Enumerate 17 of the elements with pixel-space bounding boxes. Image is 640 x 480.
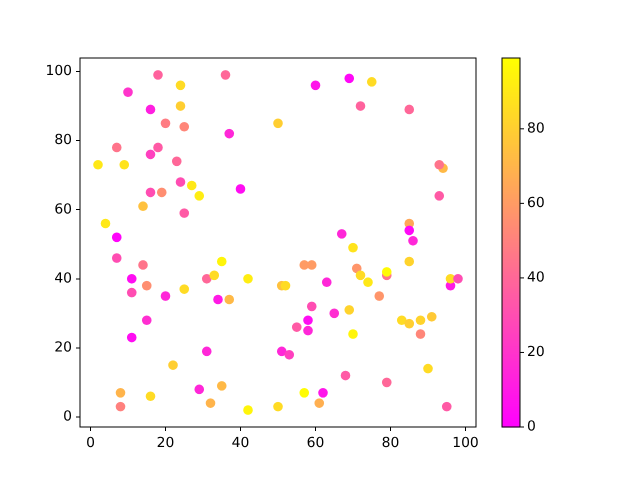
color-bar-label: 0 [527, 418, 536, 435]
x-tick-label: 40 [232, 434, 250, 451]
y-tick-label: 40 [54, 270, 72, 286]
y-tick-label: 20 [54, 339, 72, 356]
x-tick-label: 100 [452, 434, 479, 451]
x-tick-label: 60 [306, 434, 324, 451]
color-bar-label: 80 [527, 120, 545, 136]
color-bar-label: 20 [527, 344, 545, 360]
x-tick-label: 80 [382, 434, 400, 451]
x-tick-label: 0 [86, 434, 95, 451]
color-bar-label: 40 [527, 270, 545, 286]
y-tick-label: 60 [54, 201, 72, 218]
x-tick-label: 20 [156, 434, 174, 451]
color-bar-label: 60 [527, 194, 545, 211]
y-tick-label: 0 [63, 408, 72, 425]
y-tick-label: 80 [54, 132, 72, 148]
y-tick-label: 100 [45, 63, 72, 80]
